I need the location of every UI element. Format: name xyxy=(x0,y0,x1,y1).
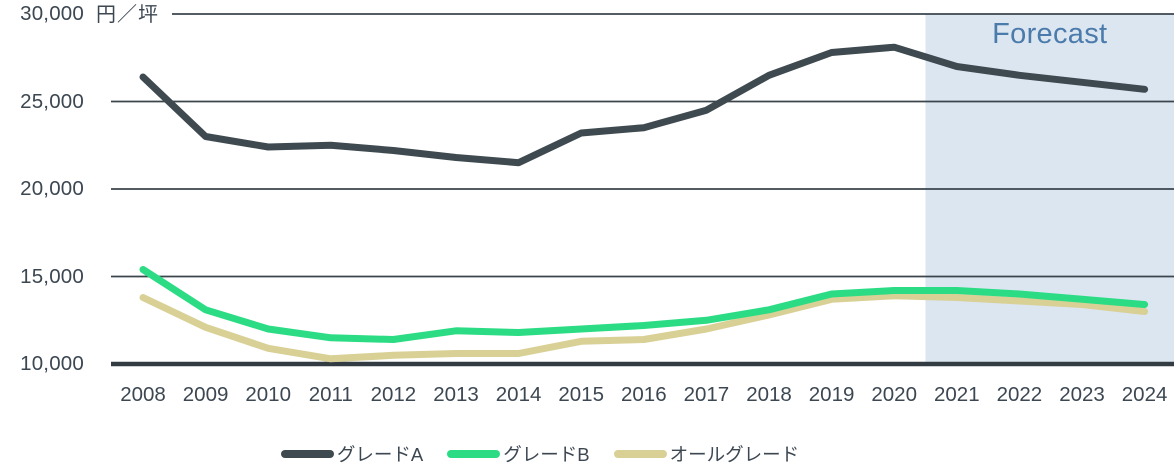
x-axis-tick-label: 2022 xyxy=(996,383,1043,406)
series-line-2 xyxy=(139,292,1149,363)
y-axis-tick-label: 25,000 xyxy=(20,89,84,113)
x-axis-tick-label: 2014 xyxy=(495,383,542,406)
legend-swatch-all-grade xyxy=(613,450,667,458)
legend-label: グレードA xyxy=(336,444,424,465)
y-axis-tick-label: 15,000 xyxy=(20,264,84,288)
legend-swatch-grade-b xyxy=(447,450,501,458)
x-axis-tick-label: 2012 xyxy=(370,383,417,406)
x-axis-tick-label: 2008 xyxy=(120,383,166,406)
x-axis-tick-label: 2015 xyxy=(558,383,604,406)
legend-swatch-grade-a xyxy=(280,450,334,458)
x-axis-tick-label: 2013 xyxy=(433,383,479,406)
x-axis-tick-label: 2021 xyxy=(933,383,980,406)
y-axis-tick-label: 20,000 xyxy=(20,177,84,200)
x-axis-tick-label: 2009 xyxy=(182,383,229,406)
series-line-0 xyxy=(139,43,1149,167)
y-axis-unit-label: 円／坪 xyxy=(96,4,159,26)
legend-label: グレードB xyxy=(503,444,590,465)
x-axis-tick-label: 2019 xyxy=(808,383,855,406)
x-axis-tick-label: 2018 xyxy=(746,383,792,406)
x-axis-tick-label: 2016 xyxy=(620,383,667,406)
y-axis-tick-label: 30,000 xyxy=(20,2,84,25)
x-axis-tick-label: 2023 xyxy=(1059,383,1105,406)
legend-item-all-grade[interactable]: オールグレード xyxy=(613,441,800,467)
legend-label: オールグレード xyxy=(669,444,800,465)
x-axis-tick-label: 2020 xyxy=(871,383,917,406)
x-axis-tick-label: 2011 xyxy=(308,383,353,406)
forecast-label: Forecast xyxy=(992,18,1108,50)
x-axis-tick-label: 2010 xyxy=(245,383,291,406)
x-axis-tick-label: 2017 xyxy=(683,383,730,406)
legend: グレードA グレードB オールグレード xyxy=(0,439,1080,469)
series-line-1 xyxy=(139,266,1149,343)
y-axis-tick-label: 10,000 xyxy=(20,352,84,375)
legend-item-grade-a[interactable]: グレードA xyxy=(280,441,424,467)
legend-item-grade-b[interactable]: グレードB xyxy=(447,441,590,467)
x-axis-tick-label: 2024 xyxy=(1121,383,1168,406)
